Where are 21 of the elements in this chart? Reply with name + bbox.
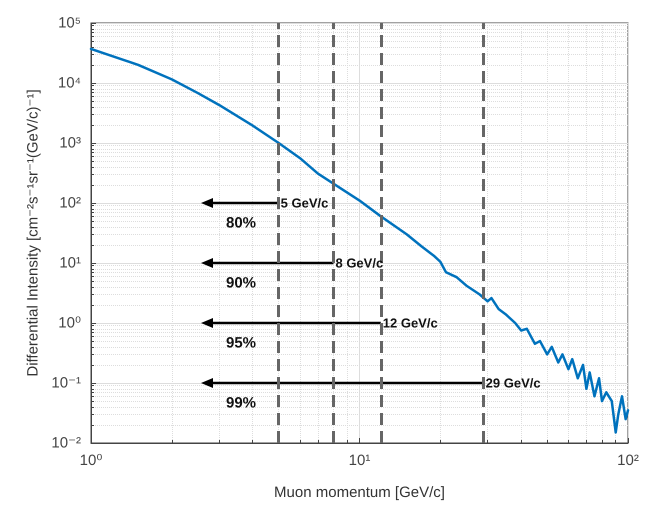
x-tick-label: 10¹: [348, 452, 370, 469]
annotation: 12 GeV/c: [382, 316, 438, 330]
y-tick-label: 10⁴: [58, 74, 81, 92]
x-tick-label: 10⁰: [80, 452, 102, 469]
y-tick-label: 10⁻¹: [51, 374, 81, 392]
y-tick-label: 10¹: [59, 254, 81, 272]
y-axis-title: Differential Intensity [cm⁻²s⁻¹sr⁻¹(GeV/c)⁻¹]: [24, 89, 42, 377]
annotation: 8 GeV/c: [335, 256, 384, 270]
y-tick-label: 10⁻²: [51, 434, 81, 452]
y-tick-label: 10⁵: [58, 14, 81, 32]
annotation: 99%: [226, 394, 256, 412]
y-tick-label: 10²: [59, 194, 81, 212]
x-axis-title: Muon momentum [GeV/c]: [274, 484, 445, 501]
annotation: 80%: [226, 214, 256, 232]
annotation: 95%: [226, 334, 256, 352]
annotation: 90%: [226, 274, 256, 292]
annotation: 5 GeV/c: [280, 196, 328, 210]
annotation: 29 GeV/c: [486, 376, 541, 390]
y-tick-label: 10⁰: [58, 314, 81, 332]
y-tick-label: 10³: [59, 134, 81, 152]
x-tick-label: 10²: [617, 452, 639, 469]
